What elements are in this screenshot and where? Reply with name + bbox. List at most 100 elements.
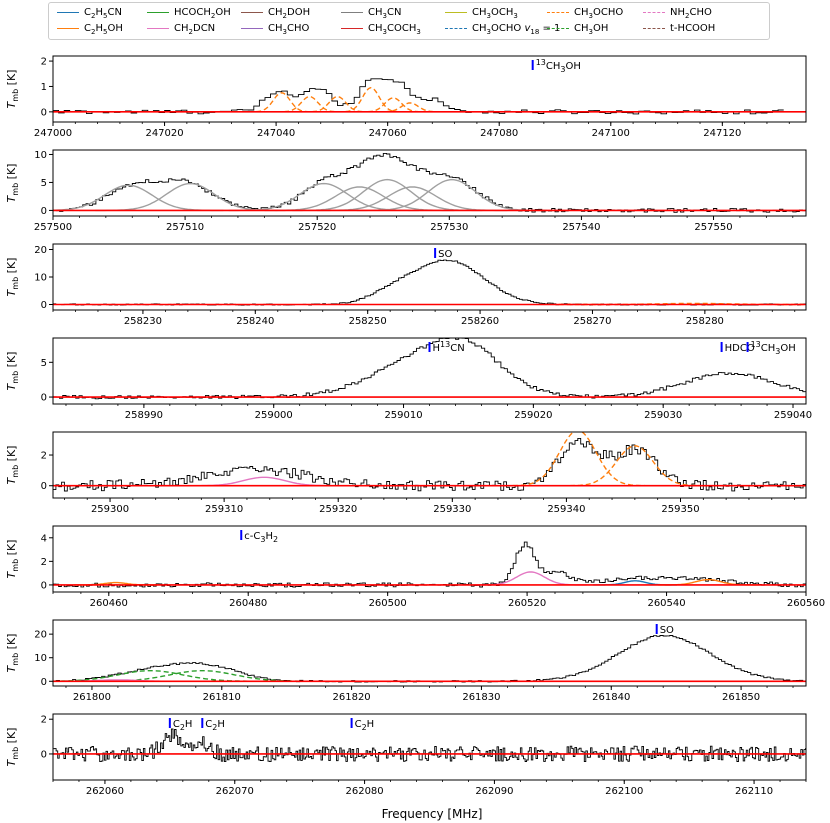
legend-swatch bbox=[147, 27, 169, 29]
spectrum-panel: 258990 259000 259010 259020 259030 259040 0 5 Tm… bbox=[5, 337, 812, 421]
legend-swatch bbox=[547, 27, 569, 29]
line-marker-label: SO bbox=[438, 249, 452, 260]
legend-label: t-HCOOH bbox=[670, 23, 716, 34]
legend-label: NH2CHO bbox=[670, 7, 712, 20]
x-tick-label: 262100 bbox=[605, 786, 643, 797]
y-tick-label: 2 bbox=[41, 715, 47, 726]
x-tick-label: 259350 bbox=[661, 504, 699, 515]
legend-item: NH2CHO bbox=[643, 7, 712, 22]
y-tick-label: 5 bbox=[41, 358, 47, 369]
x-tick-label: 262070 bbox=[216, 786, 254, 797]
y-tick-label: 2 bbox=[41, 451, 47, 462]
x-tick-label: 247020 bbox=[145, 128, 183, 139]
observed-spectrum bbox=[53, 541, 806, 588]
y-tick-label: 0 bbox=[41, 107, 47, 118]
model-curve bbox=[504, 432, 651, 487]
y-tick-label: 20 bbox=[34, 630, 47, 641]
model-curve bbox=[248, 92, 316, 113]
y-tick-label: 10 bbox=[34, 653, 47, 664]
legend-swatch bbox=[445, 27, 467, 29]
line-marker-label: SO bbox=[660, 625, 674, 636]
y-tick-label: 0 bbox=[41, 300, 47, 311]
legend-label: HCOCH2OH bbox=[174, 7, 231, 20]
spectrum-panel: 259300 259310 259320 259330 259340 259350 0 2 Tm… bbox=[5, 431, 807, 515]
line-marker-label: C2​H bbox=[205, 719, 225, 732]
y-tick-label: 0 bbox=[41, 393, 47, 404]
observed-spectrum bbox=[53, 78, 784, 115]
x-tick-label: 257520 bbox=[298, 222, 336, 233]
observed-spectrum bbox=[53, 259, 806, 306]
x-tick-label: 259010 bbox=[384, 410, 422, 421]
x-tick-label: 258250 bbox=[349, 316, 387, 327]
legend: C2H5CN C2H5OH HCOCH2OH CH2DCN CH2DOH CH3CHO CH… bbox=[48, 2, 770, 40]
model-curve bbox=[95, 182, 286, 212]
x-tick-label: 259340 bbox=[547, 504, 585, 515]
y-tick-label: 0 bbox=[41, 749, 47, 760]
model-curve bbox=[53, 184, 224, 212]
legend-item: C2H5CN bbox=[57, 7, 122, 22]
legend-item: CH3OCH3 bbox=[445, 7, 518, 22]
y-tick-label: 10 bbox=[34, 150, 47, 161]
legend-item: CH2DOH bbox=[241, 7, 310, 22]
legend-swatch bbox=[445, 11, 467, 13]
spectrum-panel: 262060 262070 262080 262090 262100 262110 0 2 Tm… bbox=[5, 713, 807, 797]
legend-label: CH3CHO bbox=[268, 23, 310, 36]
x-tick-label: 261840 bbox=[592, 692, 630, 703]
line-marker-label: c-C3​H2​ bbox=[244, 531, 278, 544]
legend-label: CH3CN bbox=[368, 7, 402, 20]
x-tick-label: 247120 bbox=[703, 128, 741, 139]
legend-swatch bbox=[547, 11, 569, 13]
x-tick-label: 259020 bbox=[514, 410, 552, 421]
legend-swatch bbox=[643, 27, 665, 29]
legend-label: CH3OCHO v18 = 1 bbox=[472, 23, 561, 36]
legend-swatch bbox=[341, 11, 363, 13]
legend-item: C2H5OH bbox=[57, 23, 123, 38]
panel-frame bbox=[52, 619, 807, 687]
y-tick-label: 2 bbox=[41, 557, 47, 568]
panel-frame bbox=[52, 149, 807, 217]
x-tick-label: 259320 bbox=[319, 504, 357, 515]
x-tick-label: 261830 bbox=[462, 692, 500, 703]
legend-swatch bbox=[643, 11, 665, 13]
y-axis-label: Tmb [K] bbox=[5, 540, 20, 579]
y-tick-label: 4 bbox=[41, 533, 47, 544]
line-marker-label: 13​CH3​OH bbox=[751, 340, 796, 356]
x-tick-label: 262080 bbox=[345, 786, 383, 797]
legend-swatch bbox=[57, 27, 79, 29]
x-tick-label: 258280 bbox=[686, 316, 724, 327]
x-tick-label: 262060 bbox=[86, 786, 124, 797]
y-tick-label: 2 bbox=[41, 57, 47, 68]
legend-swatch bbox=[241, 27, 263, 29]
x-tick-label: 260460 bbox=[90, 598, 128, 609]
y-axis-label: Tmb [K] bbox=[5, 446, 20, 485]
spectrum-panel: 260460 260480 260500 260520 260540 260560 0 2 4 T… bbox=[5, 525, 825, 609]
x-tick-label: 259300 bbox=[91, 504, 129, 515]
legend-swatch bbox=[341, 27, 363, 29]
legend-item: CH3OCHO bbox=[547, 7, 623, 22]
legend-swatch bbox=[147, 11, 169, 13]
panel-frame bbox=[52, 525, 807, 593]
y-axis-label: Tmb [K] bbox=[5, 70, 20, 109]
legend-label: CH2DOH bbox=[268, 7, 311, 20]
spectrum-panel: 261800 261810 261820 261830 261840 261850 0 10 2… bbox=[5, 619, 807, 703]
x-tick-label: 262090 bbox=[475, 786, 513, 797]
x-tick-label: 258240 bbox=[236, 316, 274, 327]
x-tick-label: 258990 bbox=[125, 410, 163, 421]
x-tick-label: 247080 bbox=[480, 128, 518, 139]
legend-item: CH3COCH3 bbox=[341, 23, 421, 38]
panel-frame bbox=[52, 431, 807, 499]
observed-spectrum bbox=[53, 338, 806, 400]
legend-label: CH3OCH3 bbox=[472, 7, 518, 20]
legend-item: CH3CN bbox=[341, 7, 401, 22]
legend-label: CH3OH bbox=[574, 23, 609, 36]
x-tick-label: 257510 bbox=[166, 222, 204, 233]
x-tick-label: 247000 bbox=[34, 128, 72, 139]
x-tick-label: 259000 bbox=[255, 410, 293, 421]
x-tick-label: 257500 bbox=[34, 222, 72, 233]
panel-frame bbox=[52, 243, 807, 311]
spectrum-panel: 247000 247020 247040 247060 247080 247100 2471… bbox=[5, 55, 807, 139]
x-tick-label: 258260 bbox=[461, 316, 499, 327]
line-marker-label: C2​H bbox=[355, 719, 375, 732]
y-axis-label: Tmb [K] bbox=[5, 352, 20, 391]
spectrum-panel: 257500 257510 257520 257530 257540 257550 0 5 10… bbox=[5, 149, 807, 233]
